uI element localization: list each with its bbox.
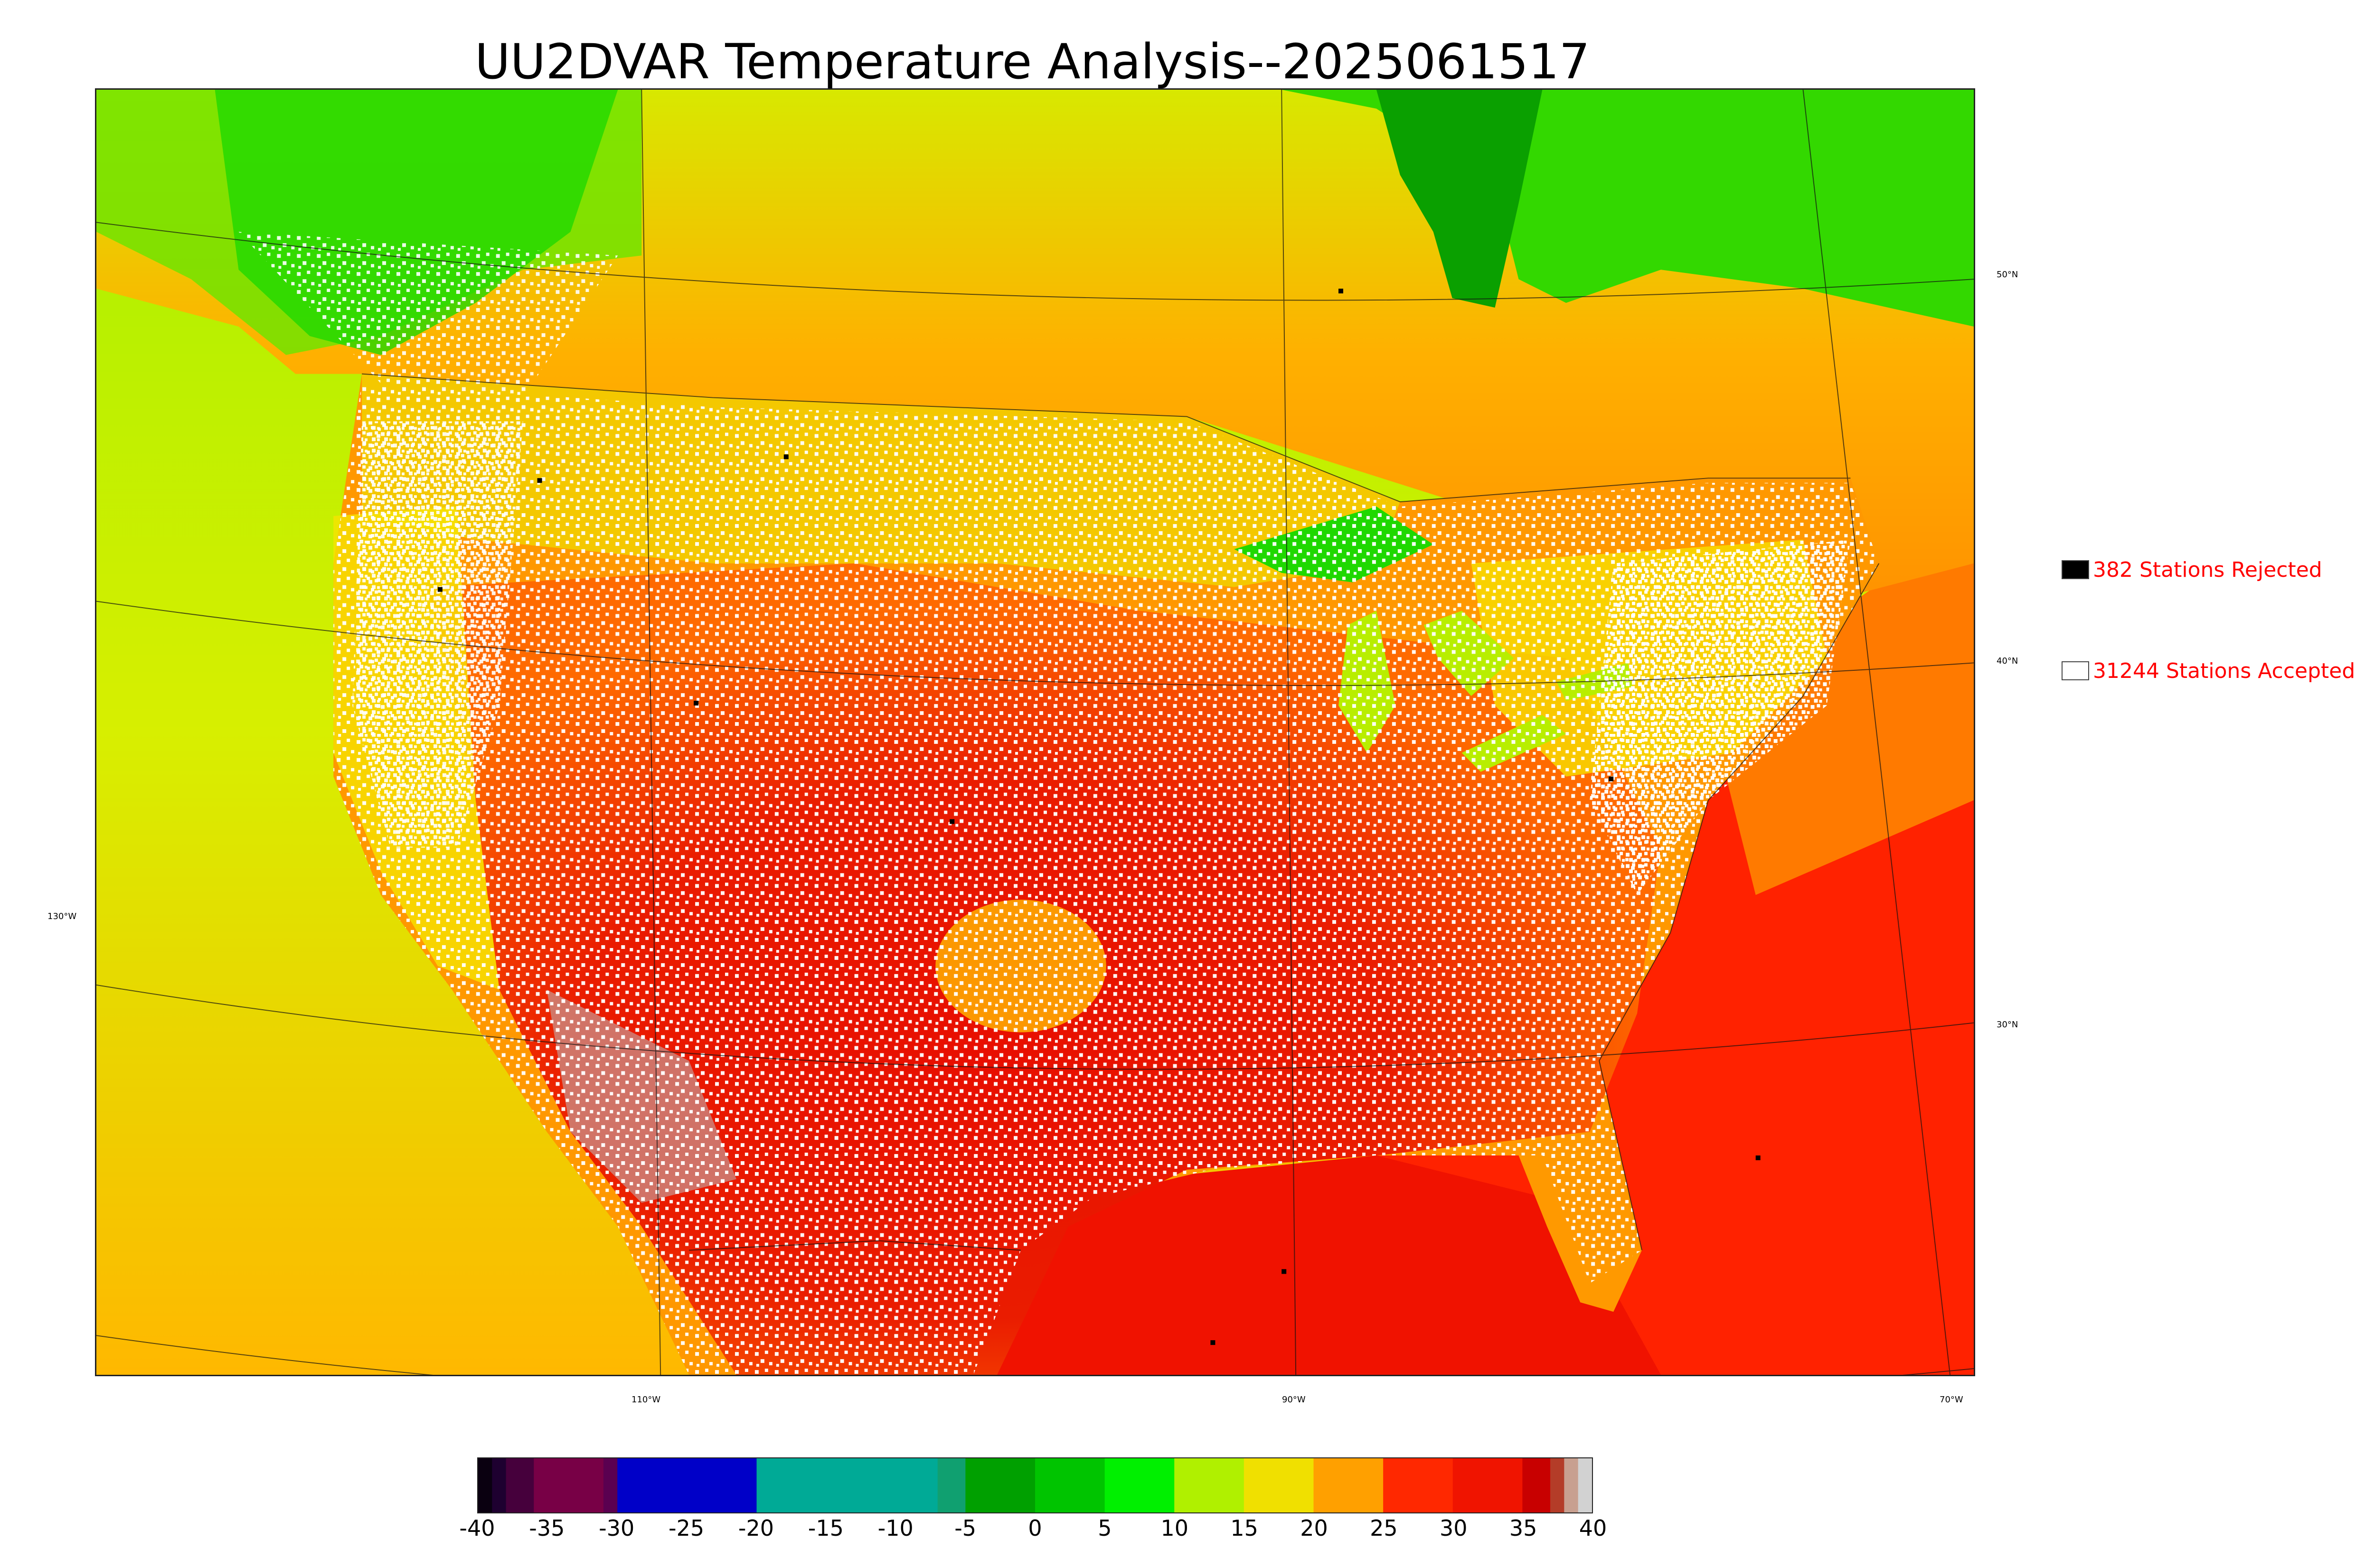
- colorbar-segment: [756, 1458, 938, 1512]
- colorbar-tick-label: 40: [1579, 1515, 1607, 1541]
- temperature-map[interactable]: [95, 88, 1975, 1376]
- colorbar-tick-label: -5: [954, 1515, 977, 1541]
- colorbar-tick-label: 5: [1098, 1515, 1112, 1541]
- accepted-swatch: [2062, 661, 2089, 680]
- rejected-stations: [437, 289, 1761, 1345]
- rejected-label: 382 Stations Rejected: [2093, 557, 2322, 582]
- colorbar-canvas: [478, 1458, 1592, 1512]
- colorbar-tick-label: -30: [599, 1515, 635, 1541]
- colorbar-tick-label: -25: [669, 1515, 705, 1541]
- colorbar-segment: [965, 1458, 1036, 1512]
- colorbar-tick-label: 15: [1230, 1515, 1258, 1541]
- colorbar-segment: [1244, 1458, 1314, 1512]
- hudson-bay: [1376, 90, 1543, 308]
- colorbar-tick-label: 25: [1370, 1515, 1398, 1541]
- accepted-label: 31244 Stations Accepted: [2093, 658, 2355, 683]
- map-boundaries: [96, 90, 1974, 1375]
- map-canvas: [96, 90, 1974, 1375]
- accepted-stations-canada: [238, 232, 618, 398]
- colorbar-tick-label: -35: [529, 1515, 565, 1541]
- lon-label-70w: 70°W: [1940, 1395, 1963, 1405]
- colorbar-segment: [1578, 1458, 1592, 1512]
- colorbar-segment: [1383, 1458, 1453, 1512]
- colorbar-tick-label: -40: [459, 1515, 495, 1541]
- colorbar-segment: [1035, 1458, 1105, 1512]
- colorbar-ticks: -40 -35 -30 -25 -20 -15 -10 -5 0 5 10 15 20 25 30 35 40: [459, 1515, 1607, 1544]
- colorbar-tick-label: 30: [1439, 1515, 1468, 1541]
- colorbar-segment: [534, 1458, 604, 1512]
- legend-accepted: 31244 Stations Accepted: [2062, 657, 2355, 685]
- lat-label-40n: 40°N: [1997, 656, 2018, 666]
- colorbar-tick-label: 20: [1300, 1515, 1328, 1541]
- lat-label-50n: 50°N: [1997, 270, 2018, 280]
- lon-label-110w: 110°W: [631, 1395, 661, 1405]
- lon-label-90w: 90°W: [1282, 1395, 1306, 1405]
- colorbar-segment: [617, 1458, 757, 1512]
- temperature-colorbar: [477, 1457, 1593, 1513]
- colorbar-segment: [506, 1458, 534, 1512]
- map-title: UU2DVAR Temperature Analysis--2025061517: [475, 34, 1590, 90]
- legend-rejected: 382 Stations Rejected: [2062, 555, 2322, 584]
- colorbar-tick-label: -15: [808, 1515, 844, 1541]
- colorbar-segment: [1452, 1458, 1523, 1512]
- colorbar-tick-label: 35: [1509, 1515, 1537, 1541]
- lon-label-130w: 130°W: [47, 911, 77, 921]
- colorbar-tick-label: -10: [877, 1515, 914, 1541]
- accepted-stations: [333, 383, 1879, 1375]
- colorbar-segment: [478, 1458, 492, 1512]
- colorbar-segment: [1550, 1458, 1564, 1512]
- colorbar-segment: [492, 1458, 507, 1512]
- lat-label-30n: 30°N: [1997, 1020, 2018, 1030]
- colorbar-tick-label: 0: [1028, 1515, 1042, 1541]
- colorbar-segment: [1522, 1458, 1551, 1512]
- colorbar-segment: [1174, 1458, 1244, 1512]
- colorbar-segment: [937, 1458, 966, 1512]
- rejected-swatch: [2062, 560, 2089, 579]
- colorbar-segment: [603, 1458, 618, 1512]
- colorbar-tick-label: 10: [1160, 1515, 1189, 1541]
- colorbar-segment: [1313, 1458, 1384, 1512]
- colorbar-segment: [1104, 1458, 1175, 1512]
- colorbar-segment: [1564, 1458, 1579, 1512]
- accepted-stations-dense-northeast: [1590, 539, 1851, 895]
- accepted-stations-dense-west: [352, 421, 523, 848]
- colorbar-tick-label: -20: [738, 1515, 774, 1541]
